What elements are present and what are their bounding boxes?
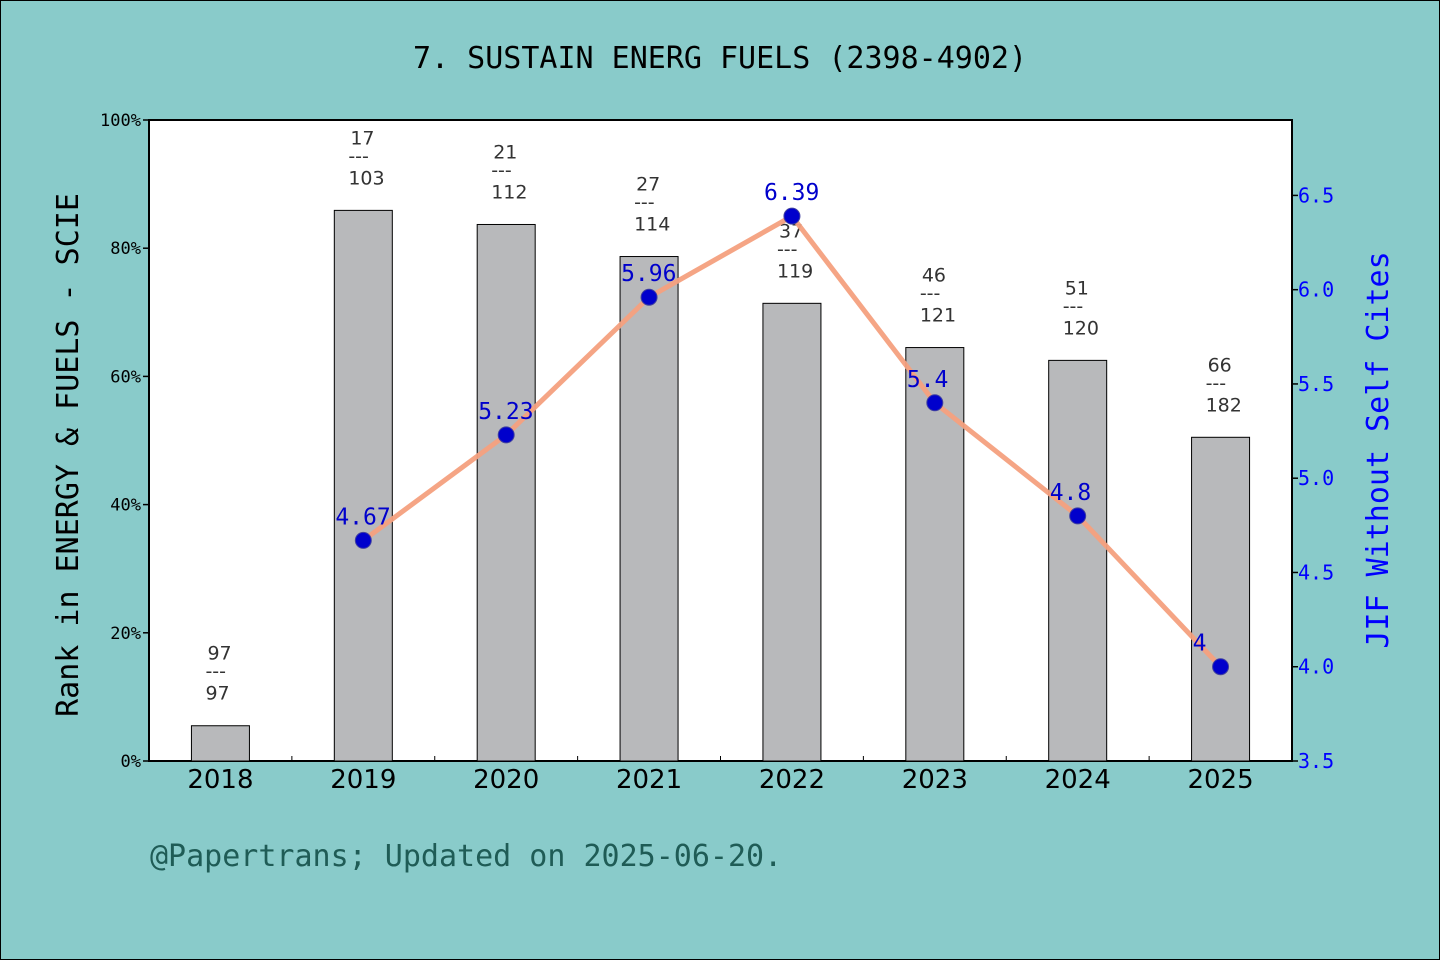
rank-separator-2023: ---: [920, 283, 941, 305]
rank-total-2021: 114: [634, 214, 670, 236]
jif-point-2021: [640, 288, 658, 306]
rank-separator-2022: ---: [777, 238, 798, 260]
jif-label-2024: 4.8: [1050, 480, 1092, 506]
right-axis: 3.5 4.0 4.5 5.0 5.5 6.0 6.5: [1292, 183, 1334, 773]
jif-point-2023: [926, 394, 944, 412]
bar-2019: [333, 209, 393, 762]
bar-2025: [1191, 436, 1251, 762]
rank-separator-2025: ---: [1206, 372, 1227, 394]
left-tick-label: 40%: [110, 496, 141, 516]
bar-group: [190, 209, 1251, 762]
left-tick-label: 60%: [110, 367, 141, 387]
right-tick-label: 4.5: [1298, 560, 1334, 584]
right-tick-label: 5.5: [1298, 372, 1334, 396]
x-tick-label: 2020: [473, 765, 539, 795]
bar-2018: [190, 725, 250, 762]
rank-separator-2024: ---: [1063, 295, 1084, 317]
rank-total-2025: 182: [1206, 394, 1242, 416]
x-axis: 2018 2019 2020 2021 2022 2023 2024 2025: [148, 756, 1293, 795]
right-tick-label: 6.0: [1298, 278, 1334, 302]
x-tick-label: 2021: [616, 765, 682, 795]
bar-2022: [762, 302, 822, 762]
jif-label-2022: 6.39: [764, 180, 819, 206]
rank-total-2019: 103: [348, 167, 384, 189]
rank-label-2025: 66: [1208, 354, 1232, 376]
x-tick-label: 2025: [1187, 765, 1253, 795]
bar-2024: [1048, 359, 1108, 762]
jif-point-2022: [783, 207, 801, 225]
rank-total-2022: 119: [777, 260, 813, 282]
x-tick-label: 2023: [902, 765, 968, 795]
rank-separator-2018: ---: [205, 661, 226, 683]
rank-separator-2020: ---: [491, 159, 512, 181]
jif-line-group: 4.67 5.23 5.96 6.39 5.4 4.8 4: [335, 180, 1230, 676]
bar-2020: [476, 223, 536, 762]
right-axis-title: JIF Without Self Cites: [1361, 251, 1396, 648]
plot-area: [148, 119, 1293, 762]
rank-total-2020: 112: [491, 181, 527, 203]
jif-point-2020: [497, 426, 515, 444]
left-tick-label: 20%: [110, 624, 141, 644]
x-tick-label: 2019: [330, 765, 396, 795]
left-axis-title: Rank in ENERGY & FUELS - SCIE: [51, 193, 86, 717]
footer-note: @Papertrans; Updated on 2025-06-20.: [150, 839, 782, 874]
rank-separator-2019: ---: [348, 145, 369, 167]
right-tick-label: 4.0: [1298, 655, 1334, 679]
rank-label-2020: 21: [493, 141, 517, 163]
bar-2021: [619, 256, 679, 762]
jif-label-2023: 5.4: [907, 367, 949, 393]
right-tick-label: 6.5: [1298, 183, 1334, 207]
rank-label-2021: 27: [636, 174, 660, 196]
rank-label-2024: 51: [1065, 277, 1089, 299]
rank-label-2018: 97: [207, 643, 231, 665]
left-tick-label: 80%: [110, 239, 141, 259]
left-tick-label: 0%: [121, 752, 141, 772]
right-tick-label: 3.5: [1298, 749, 1334, 773]
x-tick-label: 2024: [1045, 765, 1111, 795]
jif-label-2020: 5.23: [478, 399, 533, 425]
jif-point-2024: [1069, 507, 1087, 525]
jif-point-2025: [1212, 658, 1230, 676]
right-tick-label: 5.0: [1298, 466, 1334, 490]
rank-total-2024: 120: [1063, 317, 1099, 339]
rank-label-2019: 17: [350, 127, 374, 149]
rank-total-2023: 121: [920, 305, 956, 327]
chart-title: 7. SUSTAIN ENERG FUELS (2398-4902): [413, 41, 1027, 76]
left-axis: 0% 20% 40% 60% 80% 100%: [100, 111, 149, 772]
rank-separator-2021: ---: [634, 192, 655, 214]
jif-label-2025: 4: [1193, 631, 1207, 657]
x-tick-label: 2022: [759, 765, 825, 795]
x-tick-label: 2018: [187, 765, 253, 795]
left-tick-label: 100%: [100, 111, 141, 131]
jif-label-2021: 5.96: [621, 261, 676, 287]
jif-point-2019: [354, 531, 372, 549]
jif-label-2019: 4.67: [335, 504, 390, 530]
rank-total-2018: 97: [205, 683, 229, 705]
rank-label-2023: 46: [922, 265, 946, 287]
